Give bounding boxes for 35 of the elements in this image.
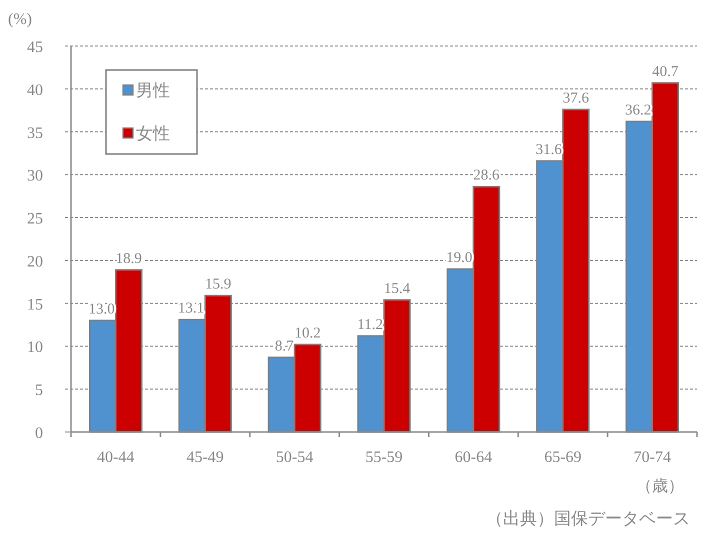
ylabel: (%): [8, 11, 32, 28]
data-label: 37.6: [562, 90, 589, 106]
data-label: 15.9: [205, 276, 232, 293]
ytick: 45: [27, 39, 43, 56]
xtick: 65-69: [544, 449, 582, 466]
data-label: 15.4: [384, 280, 410, 297]
ytick: 20: [27, 253, 43, 270]
xtick: 40-44: [97, 449, 134, 466]
xtick: 55-59: [365, 449, 403, 466]
ytick: 40: [27, 82, 43, 99]
data-label: 19.0: [446, 250, 472, 266]
data-label: 13.1: [178, 300, 204, 317]
ytick: 35: [27, 124, 43, 142]
data-label: 28.6: [473, 168, 500, 184]
legend-label: 男性: [136, 81, 170, 100]
data-label: 40.7: [652, 64, 678, 80]
data-label: 18.9: [116, 250, 142, 267]
ytick: 15: [27, 296, 43, 314]
ytick: 10: [27, 339, 43, 356]
legend-label: 女性: [136, 124, 170, 143]
data-label: 11.2: [357, 316, 383, 333]
xtick: 45-49: [186, 449, 224, 466]
xtick: 60-64: [454, 449, 492, 466]
data-label: 31.6: [536, 142, 562, 158]
xtick: 70-74: [634, 449, 671, 466]
xtick: 50-54: [276, 449, 314, 466]
ytick: 30: [27, 168, 43, 185]
data-label: 10.2: [294, 326, 321, 342]
data-label: 36.2: [625, 102, 652, 118]
annotation: （出典）国保データベース: [486, 509, 690, 528]
ytick: 25: [27, 210, 43, 228]
data-label: 13.0: [88, 302, 115, 318]
ytick: 0: [35, 425, 43, 442]
xlabel: （歳）: [636, 478, 684, 495]
ytick: 5: [35, 382, 43, 400]
